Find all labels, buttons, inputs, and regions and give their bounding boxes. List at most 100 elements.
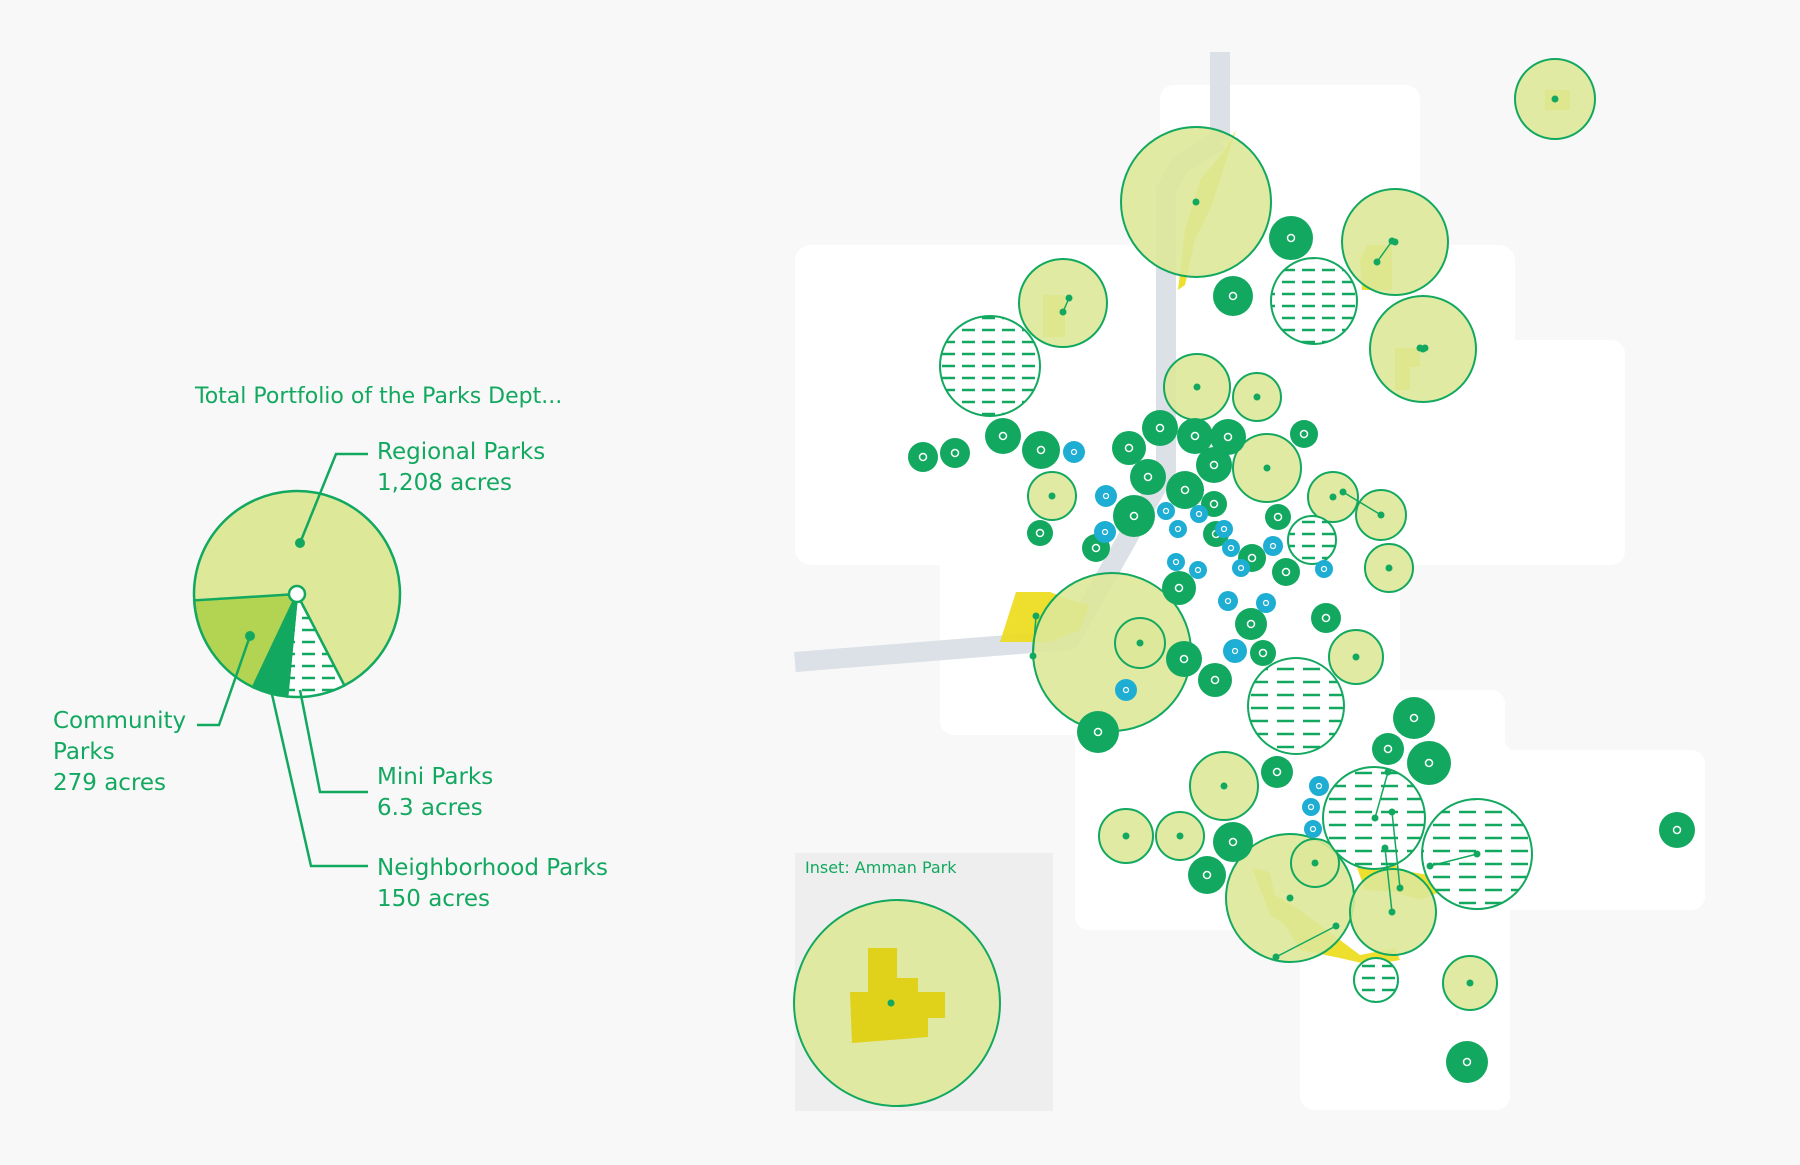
park-connector	[1429, 853, 1478, 867]
park-center-dot	[1551, 95, 1559, 103]
park-center-marker	[1180, 485, 1190, 495]
park-center-dot	[1385, 564, 1393, 572]
community-park-circle	[1311, 603, 1341, 633]
mini-park-circle	[1315, 560, 1333, 578]
park-center-dot	[1059, 308, 1067, 316]
park-center-marker	[1424, 758, 1434, 768]
community-park-circle	[1269, 216, 1313, 260]
park-center-marker	[1174, 583, 1184, 593]
park-center-dot	[1388, 808, 1396, 816]
community-park-circle	[1261, 756, 1293, 788]
neighborhood-park-circle	[1287, 515, 1337, 565]
community-park-circle	[1372, 733, 1404, 765]
park-center-marker	[1223, 432, 1233, 442]
park-center-marker	[1070, 448, 1078, 456]
park-center-dot	[1048, 492, 1056, 500]
mini-park-circle	[1190, 505, 1208, 523]
park-center-marker	[1210, 675, 1220, 685]
park-center-marker	[1281, 567, 1291, 577]
park-center-marker	[1228, 291, 1238, 301]
mini-park-circle	[1309, 776, 1329, 796]
park-center-marker	[1247, 553, 1257, 563]
regional-parks-acres: 1,208 acres	[377, 470, 512, 496]
park-center-dot	[1176, 832, 1184, 840]
neighborhood-park-circle	[1270, 257, 1358, 345]
park-center-marker	[1220, 525, 1228, 533]
portfolio-pie-chart	[192, 489, 402, 699]
park-center-marker	[1286, 233, 1296, 243]
mini-park-circle	[1218, 591, 1238, 611]
park-connector	[1374, 771, 1389, 819]
park-center-marker	[1194, 566, 1202, 574]
park-center-marker	[1035, 528, 1045, 538]
community-park-circle	[1210, 419, 1246, 455]
park-center-marker	[1174, 525, 1182, 533]
park-center-marker	[1202, 870, 1212, 880]
community-park-circle	[908, 442, 938, 472]
park-center-dot	[1329, 493, 1337, 501]
park-center-marker	[1122, 686, 1130, 694]
community-parks-label-1: Community	[53, 708, 187, 734]
mini-park-circle	[1095, 485, 1117, 507]
mini-park-circle	[1169, 520, 1187, 538]
community-park-circle	[1198, 663, 1232, 697]
park-center-marker	[1195, 510, 1203, 518]
park-center-marker	[1172, 558, 1180, 566]
pie-center	[287, 584, 307, 604]
park-center-marker	[1101, 528, 1109, 536]
mini-park-circle	[1189, 561, 1207, 579]
park-center-marker	[1091, 543, 1101, 553]
mini-park-circle	[1167, 553, 1185, 571]
neighborhood-park-circle	[939, 315, 1041, 417]
neighborhood-park-circle	[1247, 657, 1345, 755]
park-center-marker	[1124, 443, 1134, 453]
community-park-circle	[1188, 856, 1226, 894]
park-center-dot	[1473, 850, 1481, 858]
park-center-marker	[1143, 472, 1153, 482]
neighborhood-parks-label: Neighborhood Parks	[377, 855, 608, 881]
park-center-marker	[1102, 492, 1110, 500]
park-center-marker	[918, 452, 928, 462]
park-center-dot	[1371, 814, 1379, 822]
inset-title: Inset: Amman Park	[805, 858, 957, 877]
community-park-circle	[985, 418, 1021, 454]
park-connector	[1275, 925, 1337, 958]
park-center-dot	[1384, 768, 1392, 776]
park-center-dot	[1388, 908, 1396, 916]
park-center-dot	[1419, 345, 1427, 353]
park-center-dot	[1311, 859, 1319, 867]
community-park-circle	[1077, 711, 1119, 753]
community-park-circle	[1113, 495, 1155, 537]
park-center-dot	[1032, 612, 1040, 620]
park-center-marker	[1179, 654, 1189, 664]
community-park-circle	[1162, 571, 1196, 605]
park-center-dot	[1377, 511, 1385, 519]
mini-park-circle	[1063, 441, 1085, 463]
park-connector	[1391, 811, 1401, 889]
community-park-circle	[1265, 504, 1291, 530]
park-center-marker	[1246, 619, 1256, 629]
park-center-marker	[1036, 445, 1046, 455]
park-center-marker	[1155, 423, 1165, 433]
park-center-marker	[1383, 744, 1393, 754]
chart-title: Total Portfolio of the Parks Dept...	[195, 384, 563, 409]
mini-park-circle	[1157, 502, 1175, 520]
park-connector	[1032, 615, 1037, 657]
community-park-circle	[1235, 608, 1267, 640]
park-center-dot	[1065, 294, 1073, 302]
park-connector	[1342, 491, 1382, 516]
community-park-circle	[1196, 447, 1232, 483]
park-center-dot	[1391, 238, 1399, 246]
leader-lines	[197, 452, 368, 868]
inset-panel	[793, 853, 1053, 1111]
park-center-dot	[1339, 488, 1347, 496]
park-center-marker	[1315, 782, 1323, 790]
community-park-circle	[1213, 822, 1253, 862]
community-park-circle	[1407, 741, 1451, 785]
park-circles	[908, 58, 1695, 1083]
community-park-circle	[1142, 410, 1178, 446]
park-center-marker	[1093, 727, 1103, 737]
community-park-circle	[1290, 420, 1318, 448]
community-parks-acres: 279 acres	[53, 770, 167, 796]
community-park-circle	[1393, 697, 1435, 739]
